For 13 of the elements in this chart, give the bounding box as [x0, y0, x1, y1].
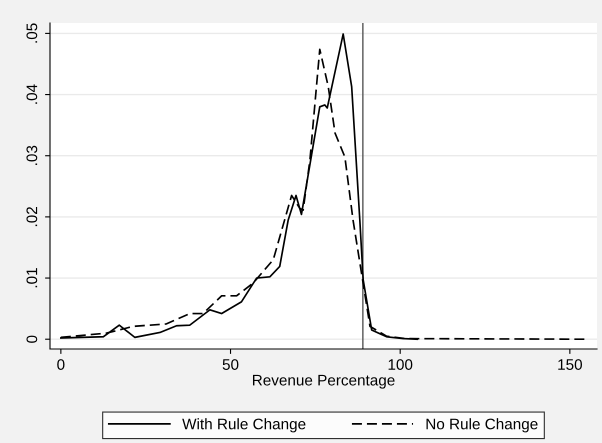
y-tick-label: .02	[26, 207, 38, 226]
x-tick-label: 100	[388, 359, 412, 370]
y-tick-label: .03	[26, 146, 38, 165]
y-tick-label: .01	[26, 268, 38, 288]
legend-label: No Rule Change	[426, 418, 538, 432]
y-tick-label: .04	[26, 84, 38, 104]
y-tick-label: 0	[26, 336, 38, 343]
x-axis-title: Revenue Percentage	[252, 374, 395, 389]
x-tick-label: 50	[222, 359, 238, 370]
x-tick-label: 0	[57, 359, 65, 370]
y-tick-label: .05	[26, 23, 38, 43]
x-tick-label: 150	[558, 359, 582, 370]
legend-label: With Rule Change	[182, 418, 306, 432]
